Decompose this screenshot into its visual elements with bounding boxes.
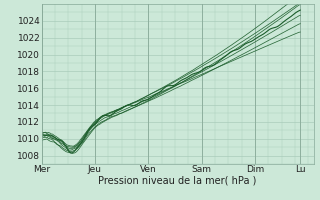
X-axis label: Pression niveau de la mer( hPa ): Pression niveau de la mer( hPa ) [99, 176, 257, 186]
